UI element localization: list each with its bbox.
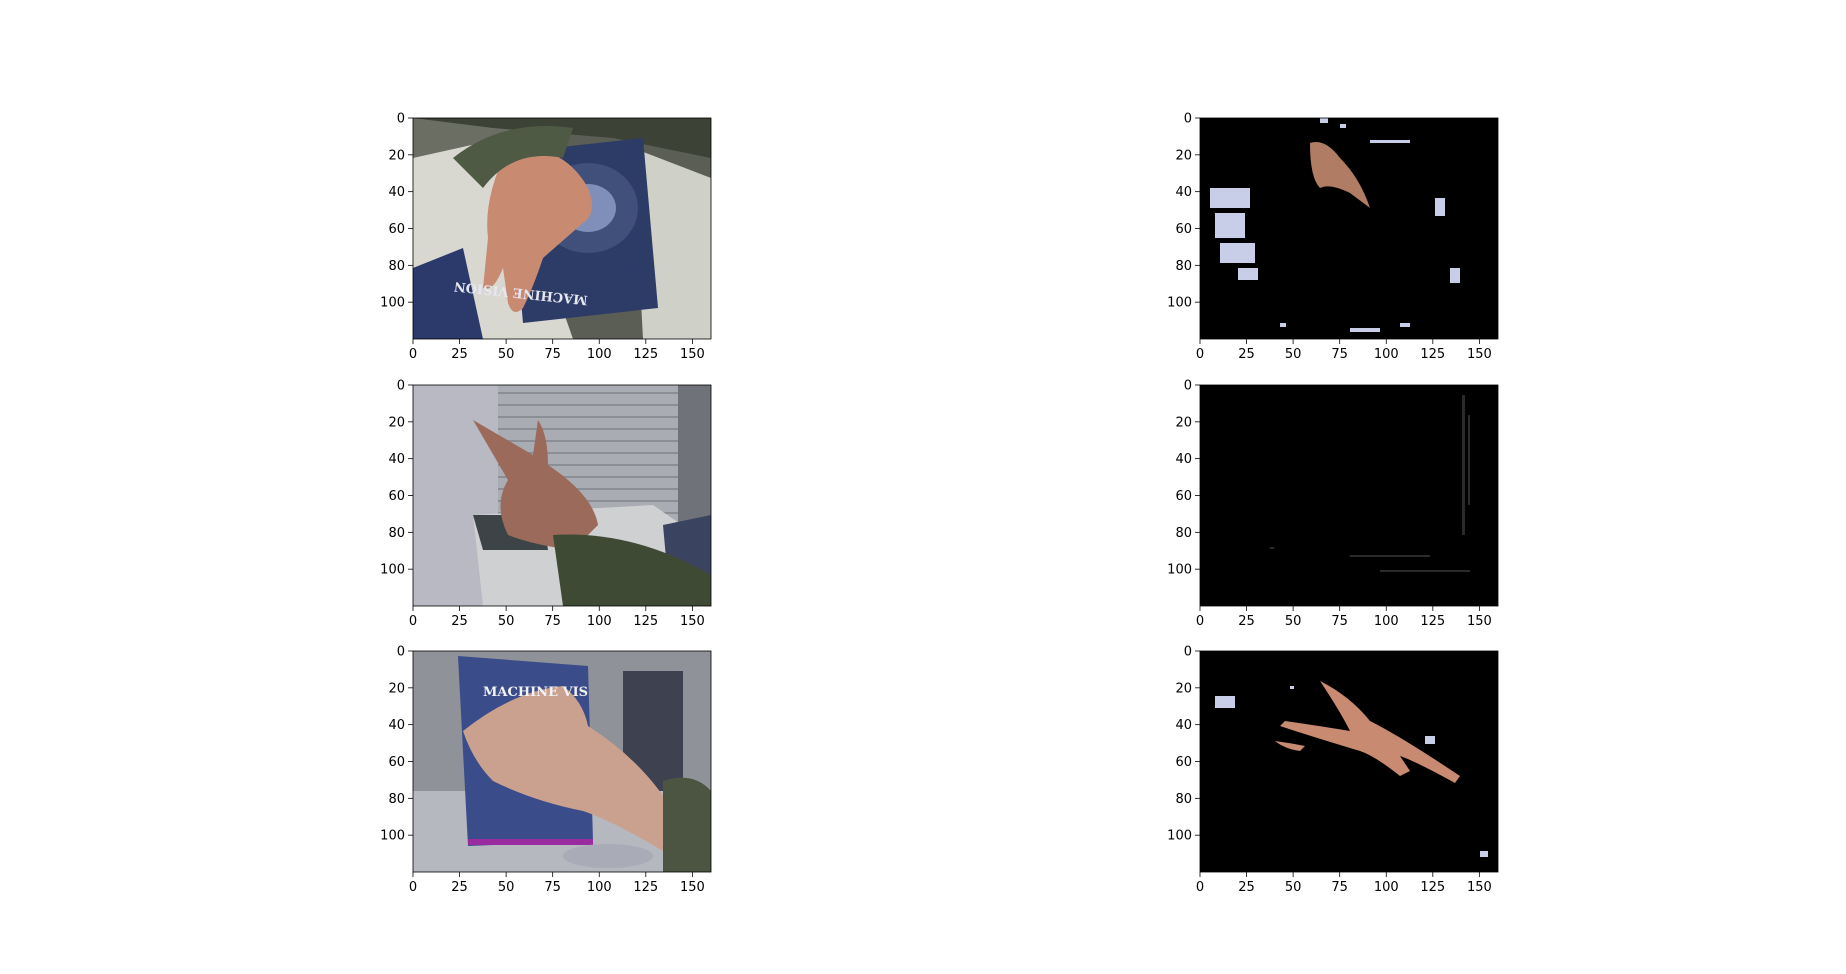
y-tick-label: 80 [1175,792,1192,807]
subplot-segmented-row-2: 0 25 50 75 100 125 150 0 20 40 60 80 100 [1167,645,1499,895]
x-tick-label: 150 [1467,347,1492,362]
y-tick-label: 40 [388,718,405,733]
y-tick-label: 0 [397,645,405,660]
y-tick-label: 60 [1175,755,1192,770]
y-tick-label: 0 [397,112,405,127]
y-tick-label: 80 [388,792,405,807]
x-tick-label: 25 [1238,880,1255,895]
x-tick-label: 100 [1374,614,1399,629]
x-tick-label: 75 [1331,614,1348,629]
x-tick-label: 125 [633,614,658,629]
y-tick-label: 0 [1184,645,1192,660]
x-tick-label: 150 [1467,614,1492,629]
subplot-original-row-0: MACHINE VISION 0 25 50 75 100 125 150 02040608… [380,112,712,362]
y-tick-label: 100 [380,296,405,311]
y-tick-label: 0 [1184,112,1192,127]
y-tick-label: 60 [388,489,405,504]
y-tick-label: 80 [388,259,405,274]
subplot-original-row-2: MACHINE VIS 0 25 50 75 100 125 150 0 20 40 60 80 10… [380,645,712,895]
x-tick-label: 125 [1420,880,1445,895]
y-tick-label: 60 [1175,489,1192,504]
subplot-original-row-1: 0 25 50 75 100 125 150 0 20 40 60 80 100 [380,379,712,629]
y-tick-label: 100 [1167,296,1192,311]
x-tick-label: 100 [1374,880,1399,895]
x-tick-label: 150 [1467,880,1492,895]
x-tick-label: 25 [1238,614,1255,629]
x-tick-label: 125 [633,347,658,362]
y-tick-label: 40 [1175,185,1192,200]
x-tick-label: 25 [451,347,468,362]
y-tick-label: 40 [1175,452,1192,467]
x-tick-label: 0 [409,614,417,629]
x-tick-label: 100 [587,347,612,362]
y-tick-label: 0 [1184,379,1192,394]
x-tick-label: 0 [1196,347,1204,362]
x-tick-label: 125 [1420,347,1445,362]
x-tick-label: 25 [1238,347,1255,362]
x-tick-label: 75 [544,614,561,629]
x-tick-label: 50 [498,347,515,362]
y-tick-label: 100 [380,829,405,844]
y-tick-label: 100 [1167,829,1192,844]
y-tick-label: 60 [388,222,405,237]
x-tick-label: 50 [498,614,515,629]
y-tick-label: 20 [388,415,405,430]
x-tick-label: 0 [409,347,417,362]
x-tick-label: 0 [409,880,417,895]
y-tick-label: 0 [397,379,405,394]
y-tick-label: 20 [1175,681,1192,696]
x-tick-label: 0 [1196,880,1204,895]
y-tick-label: 40 [388,452,405,467]
y-tick-label: 80 [1175,259,1192,274]
x-tick-label: 25 [451,880,468,895]
x-tick-label: 100 [587,880,612,895]
y-tick-label: 60 [388,755,405,770]
x-tick-label: 125 [1420,614,1445,629]
x-tick-label: 75 [544,880,561,895]
x-tick-label: 50 [1285,347,1302,362]
x-tick-label: 50 [498,880,515,895]
x-tick-label: 100 [587,614,612,629]
y-tick-label: 20 [1175,148,1192,163]
x-tick-label: 50 [1285,880,1302,895]
x-tick-label: 125 [633,880,658,895]
x-tick-label: 50 [1285,614,1302,629]
y-tick-label: 100 [380,563,405,578]
x-tick-label: 75 [1331,880,1348,895]
y-tick-label: 60 [1175,222,1192,237]
y-tick-label: 20 [388,681,405,696]
y-tick-label: 80 [388,526,405,541]
x-tick-label: 75 [1331,347,1348,362]
y-tick-label: 40 [1175,718,1192,733]
x-tick-label: 150 [680,614,705,629]
book-title-text: MACHINE VIS [483,685,588,700]
x-tick-label: 25 [451,614,468,629]
x-tick-label: 150 [680,880,705,895]
x-tick-label: 100 [1374,347,1399,362]
y-tick-label: 20 [1175,415,1192,430]
x-tick-label: 150 [680,347,705,362]
y-tick-label: 100 [1167,563,1192,578]
y-tick-label: 40 [388,185,405,200]
subplot-segmented-row-0: 0 25 50 75 100 125 150 0 20 40 60 80 100 [1167,112,1499,362]
y-tick-label: 20 [388,148,405,163]
x-tick-label: 0 [1196,614,1204,629]
y-tick-label: 80 [1175,526,1192,541]
subplot-segmented-row-1: 0 25 50 75 100 125 150 0 20 40 60 80 100 [1167,379,1499,629]
x-tick-label: 75 [544,347,561,362]
